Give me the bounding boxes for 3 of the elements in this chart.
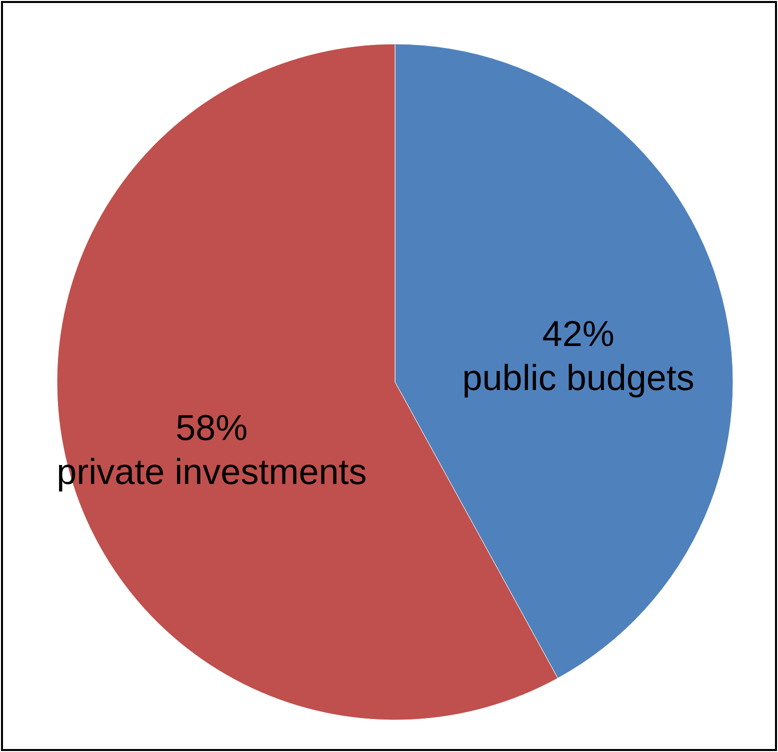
slice-label: public budgets [462,356,694,398]
data-label: 42% [542,312,614,354]
data-label: 58% [176,407,248,448]
